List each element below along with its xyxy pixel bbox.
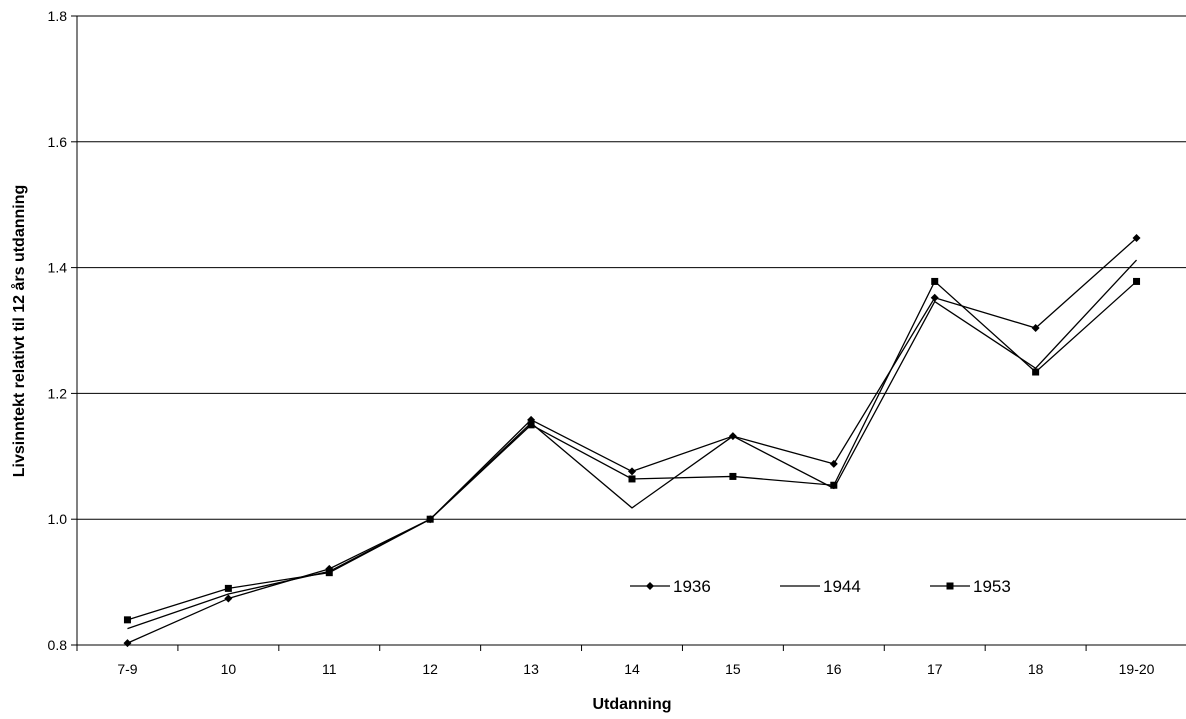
y-tick-label: 1.0	[48, 511, 68, 527]
y-tick-label: 1.4	[48, 260, 68, 276]
data-point-1953	[426, 515, 434, 523]
series-1953	[123, 277, 1141, 624]
y-tick-label: 1.6	[48, 134, 68, 150]
legend-item-1936: 1936	[630, 577, 711, 596]
data-point-1953	[830, 481, 838, 489]
x-tick-label: 19-20	[1119, 661, 1155, 677]
x-tick-label: 17	[927, 661, 943, 677]
data-point-1953	[931, 277, 939, 285]
x-tick-label: 15	[725, 661, 741, 677]
data-point-1953	[224, 584, 232, 592]
x-tick-label: 14	[624, 661, 640, 677]
legend: 1936 1944 1953	[630, 577, 1011, 596]
x-tick-label: 10	[221, 661, 237, 677]
legend-item-1944: 1944	[780, 577, 861, 596]
legend-item-1953: 1953	[930, 577, 1011, 596]
data-point-1953	[123, 616, 131, 624]
legend-marker	[946, 582, 954, 590]
data-point-1953	[527, 421, 535, 429]
x-tick-label: 18	[1028, 661, 1044, 677]
x-axis-title: Utdanning	[592, 696, 671, 713]
data-point-1936	[628, 467, 636, 476]
data-point-1936	[123, 639, 132, 648]
y-tick-label: 1.2	[48, 385, 68, 401]
series-line-1944	[127, 259, 1138, 630]
x-tick-labels: 7-9 10 11 12 13 14 15 16 17 18 19-20	[117, 661, 1154, 677]
x-tick-label: 7-9	[117, 661, 137, 677]
data-point-1936	[1031, 323, 1040, 332]
data-point-1936	[829, 459, 838, 468]
data-point-1953	[325, 569, 333, 577]
axes	[71, 15, 1186, 651]
data-point-1953	[1133, 277, 1141, 285]
data-point-1953	[628, 475, 636, 483]
y-tick-labels: 0.8 1.0 1.2 1.4 1.6 1.8	[48, 8, 68, 653]
data-point-1953	[729, 472, 737, 480]
series-lines	[123, 234, 1141, 648]
legend-label: 1953	[973, 577, 1011, 596]
legend-label: 1944	[823, 577, 861, 596]
y-tick-label: 1.8	[48, 8, 68, 24]
data-point-1936	[1132, 234, 1141, 243]
y-tick-label: 0.8	[48, 637, 68, 653]
series-1944	[127, 259, 1138, 630]
x-tick-label: 11	[322, 661, 337, 677]
series-line-1953	[127, 280, 1137, 621]
legend-label: 1936	[673, 577, 711, 596]
x-tick-label: 12	[422, 661, 438, 677]
legend-marker	[646, 582, 654, 590]
x-tick-label: 16	[826, 661, 842, 677]
data-point-1936	[930, 293, 939, 302]
data-point-1953	[1032, 368, 1040, 376]
data-point-1936	[224, 594, 233, 603]
gridlines	[77, 15, 1186, 520]
x-tick-label: 13	[523, 661, 539, 677]
y-axis-title: Livsinntekt relativt til 12 års utdannin…	[10, 185, 28, 478]
